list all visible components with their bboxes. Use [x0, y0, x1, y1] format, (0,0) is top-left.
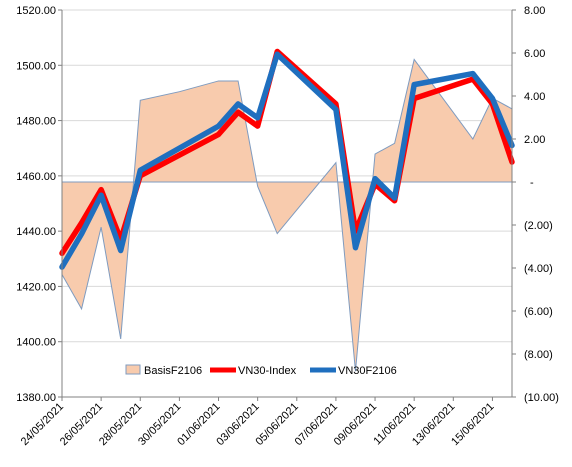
left-tick-label: 1380.00	[16, 392, 56, 404]
left-tick-label: 1500.00	[16, 60, 56, 72]
right-tick-label: 4.00	[524, 91, 545, 103]
x-axis-ticks: 24/05/202126/05/202128/05/202130/05/2021…	[19, 397, 497, 448]
left-axis-ticks: 1380.00 1400.00 1420.00 1440.00 1460.00 1480.…	[16, 5, 62, 404]
right-tick-label: (10.00)	[524, 392, 559, 404]
legend: BasisF2106 VN30-Index VN30F2106	[125, 364, 397, 377]
right-tick-label: 8.00	[524, 5, 545, 17]
left-tick-label: 1480.00	[16, 116, 56, 128]
left-tick-label: 1400.00	[16, 337, 56, 349]
vn30f2106-line	[59, 51, 515, 270]
right-tick-label: (4.00)	[524, 263, 553, 275]
left-tick-label: 1420.00	[16, 281, 56, 293]
x-tick-label: 15/06/2021	[449, 401, 496, 448]
left-tick-label: 1460.00	[16, 171, 56, 183]
right-tick-label: (2.00)	[524, 220, 553, 232]
vn30-index-line	[59, 48, 515, 257]
right-tick-label: 2.00	[524, 134, 545, 146]
basis-area	[61, 58, 513, 372]
right-tick-label: (6.00)	[524, 306, 553, 318]
legend-label: BasisF2106	[144, 365, 202, 377]
legend-swatch	[125, 364, 141, 375]
left-tick-label: 1520.00	[16, 5, 56, 17]
legend-label: VN30F2106	[338, 365, 397, 377]
right-axis-ticks: 8.00 6.00 4.00 2.00 - (2.00) (4.00) (6.00) (8.00…	[512, 5, 559, 404]
right-tick-label: 6.00	[524, 48, 545, 60]
right-tick-label: -	[530, 177, 534, 189]
axes	[61, 10, 513, 398]
legend-label: VN30-Index	[238, 365, 297, 377]
line-series	[59, 48, 515, 270]
left-tick-label: 1440.00	[16, 226, 56, 238]
right-tick-label: (8.00)	[524, 349, 553, 361]
